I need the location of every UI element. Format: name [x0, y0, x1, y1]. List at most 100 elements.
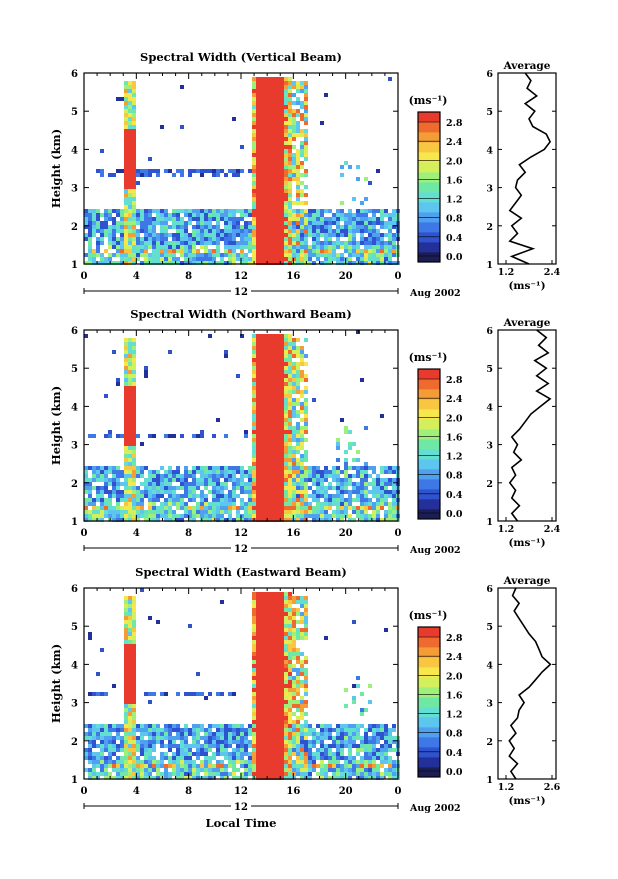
- heatmap-cell: [112, 514, 116, 518]
- heatmap-cell: [128, 161, 132, 165]
- heatmap-cell: [128, 157, 132, 161]
- heatmap-cell: [336, 213, 340, 217]
- heatmap-cell: [268, 398, 272, 402]
- heatmap-cell: [304, 354, 308, 358]
- heatmap-cell: [384, 257, 388, 261]
- heatmap-cell: [280, 756, 284, 760]
- heatmap-cell: [144, 213, 148, 217]
- heatmap-cell: [284, 454, 288, 458]
- heatmap-cell: [196, 209, 200, 213]
- heatmap-cell: [268, 632, 272, 636]
- heatmap-cell: [268, 350, 272, 354]
- heatmap-cell: [292, 446, 296, 450]
- heatmap-cell: [124, 704, 128, 708]
- colorbar-tick-label: 0.0: [446, 252, 463, 263]
- heatmap-cell: [156, 764, 160, 768]
- heatmap-cell: [292, 608, 296, 612]
- heatmap-cell: [88, 478, 92, 482]
- heatmap-cell: [200, 760, 204, 764]
- heatmap-cell: [176, 478, 180, 482]
- heatmap-cell: [272, 189, 276, 193]
- heatmap-cell: [248, 494, 252, 498]
- heatmap-cell: [300, 189, 304, 193]
- heatmap-cell: [260, 612, 264, 616]
- heatmap-cell: [136, 233, 140, 237]
- heatmap-cell: [156, 245, 160, 249]
- heatmap-cell: [384, 732, 388, 736]
- heatmap-cell: [232, 253, 236, 257]
- heatmap-cell: [296, 628, 300, 632]
- heatmap-cell: [188, 245, 192, 249]
- heatmap-cell: [172, 494, 176, 498]
- heatmap-cell: [160, 510, 164, 514]
- heatmap-cell: [276, 129, 280, 133]
- heatmap-cell: [124, 386, 128, 390]
- heatmap-cell: [364, 752, 368, 756]
- heatmap-cell: [260, 374, 264, 378]
- heatmap-cell: [120, 772, 124, 776]
- heatmap-cell: [292, 145, 296, 149]
- heatmap-cell: [136, 217, 140, 221]
- heatmap-cell: [304, 201, 308, 205]
- heatmap-cell: [284, 109, 288, 113]
- heatmap-cell: [300, 636, 304, 640]
- heatmap-cell: [256, 712, 260, 716]
- heatmap-cell: [128, 125, 132, 129]
- heatmap-cell: [264, 652, 268, 656]
- heatmap-cell: [256, 620, 260, 624]
- profile-y-tick-label: 6: [486, 69, 493, 80]
- heatmap-cell: [320, 510, 324, 514]
- heatmap-cell: [244, 482, 248, 486]
- heatmap-cell: [212, 169, 216, 173]
- heatmap-cell: [128, 105, 132, 109]
- heatmap-cell: [136, 736, 140, 740]
- heatmap-cell: [288, 720, 292, 724]
- heatmap-cell: [148, 478, 152, 482]
- heatmap-cell: [304, 672, 308, 676]
- heatmap-cell: [352, 213, 356, 217]
- heatmap-cell: [316, 466, 320, 470]
- heatmap-cell: [216, 209, 220, 213]
- profile-y-tick-label: 1: [486, 517, 493, 528]
- heatmap-cell: [340, 213, 344, 217]
- heatmap-cell: [392, 748, 396, 752]
- heatmap-cell: [280, 732, 284, 736]
- heatmap-cell: [276, 394, 280, 398]
- heatmap-cell: [104, 225, 108, 229]
- heatmap-cell: [152, 502, 156, 506]
- heatmap-cell: [196, 257, 200, 261]
- heatmap-cell: [196, 510, 200, 514]
- heatmap-cell: [284, 229, 288, 233]
- heatmap-cell: [132, 402, 136, 406]
- heatmap-cell: [296, 490, 300, 494]
- heatmap-cell: [284, 362, 288, 366]
- heatmap-cell: [296, 101, 300, 105]
- heatmap-cell: [340, 748, 344, 752]
- heatmap-cell: [128, 664, 132, 668]
- heatmap-cell: [180, 249, 184, 253]
- heatmap-cell: [264, 225, 268, 229]
- heatmap-cell: [128, 370, 132, 374]
- heatmap-cell: [260, 728, 264, 732]
- heatmap-cell: [292, 668, 296, 672]
- heatmap-cell: [376, 249, 380, 253]
- heatmap-cell: [116, 756, 120, 760]
- heatmap-cell: [220, 752, 224, 756]
- heatmap-cell: [108, 736, 112, 740]
- heatmap-cell: [276, 85, 280, 89]
- heatmap-cell: [124, 350, 128, 354]
- heatmap-cell: [120, 97, 124, 101]
- heatmap-cell: [372, 486, 376, 490]
- heatmap-cell: [152, 740, 156, 744]
- heatmap-cell: [240, 169, 244, 173]
- heatmap-cell: [272, 752, 276, 756]
- heatmap-cell: [196, 756, 200, 760]
- heatmap-cell: [128, 514, 132, 518]
- heatmap-cell: [132, 418, 136, 422]
- heatmap-cell: [352, 458, 356, 462]
- heatmap-cell: [288, 664, 292, 668]
- heatmap-cell: [352, 696, 356, 700]
- heatmap-cell: [292, 378, 296, 382]
- heatmap-cell: [256, 736, 260, 740]
- heatmap-cell: [364, 253, 368, 257]
